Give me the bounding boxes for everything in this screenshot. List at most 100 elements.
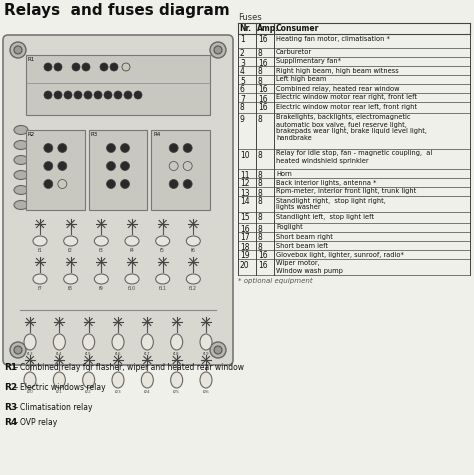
Text: Heating fan motor, climatisation *: Heating fan motor, climatisation *: [276, 36, 390, 41]
Ellipse shape: [155, 236, 170, 246]
Text: R3: R3: [4, 403, 17, 412]
Circle shape: [44, 91, 52, 99]
Ellipse shape: [94, 274, 109, 284]
Ellipse shape: [82, 334, 95, 350]
Text: f3: f3: [99, 248, 104, 253]
Ellipse shape: [14, 171, 28, 180]
Ellipse shape: [54, 334, 65, 350]
Text: f21: f21: [56, 390, 63, 394]
Text: –: –: [14, 403, 18, 412]
Text: Brakelights, backlights, electromagnetic
automatic box valve, fuel reserve light: Brakelights, backlights, electromagnetic…: [276, 114, 427, 142]
Ellipse shape: [82, 372, 95, 388]
Text: 8: 8: [258, 213, 263, 222]
Circle shape: [74, 91, 82, 99]
Text: 16: 16: [258, 104, 268, 113]
Ellipse shape: [171, 334, 182, 350]
Text: 8: 8: [258, 67, 263, 76]
Text: f2: f2: [68, 248, 73, 253]
Circle shape: [44, 63, 52, 71]
Ellipse shape: [125, 236, 139, 246]
Text: Horn: Horn: [276, 171, 292, 177]
Text: Short beam left: Short beam left: [276, 243, 328, 248]
Text: f5: f5: [160, 248, 165, 253]
Text: Electric window motor rear left, front right: Electric window motor rear left, front r…: [276, 104, 417, 110]
Text: 8: 8: [258, 234, 263, 243]
Text: * optional equipment: * optional equipment: [238, 278, 313, 284]
Circle shape: [183, 180, 192, 189]
Text: f25: f25: [173, 390, 180, 394]
Circle shape: [183, 162, 192, 171]
Ellipse shape: [14, 125, 28, 134]
Ellipse shape: [14, 155, 28, 164]
Circle shape: [107, 180, 116, 189]
Text: OVP relay: OVP relay: [20, 418, 57, 427]
Text: Glovebox light, lighter, sunroof, radio*: Glovebox light, lighter, sunroof, radio*: [276, 251, 404, 257]
Text: R4: R4: [153, 132, 161, 137]
Ellipse shape: [54, 372, 65, 388]
Text: Nr.: Nr.: [239, 24, 251, 33]
Text: 16: 16: [258, 260, 268, 269]
Text: Right high beam, high beam witness: Right high beam, high beam witness: [276, 67, 399, 74]
Text: 8: 8: [258, 114, 263, 124]
Text: 16: 16: [258, 95, 268, 104]
Text: f12: f12: [189, 286, 197, 291]
Circle shape: [44, 162, 53, 171]
Text: Foglight: Foglight: [276, 225, 303, 230]
Bar: [151, 130, 210, 210]
Text: 10: 10: [240, 151, 250, 160]
Circle shape: [107, 162, 116, 171]
Text: –: –: [14, 418, 18, 427]
Text: 8: 8: [258, 189, 263, 198]
Text: 16: 16: [258, 86, 268, 95]
Ellipse shape: [33, 274, 47, 284]
Text: f7: f7: [37, 286, 43, 291]
Ellipse shape: [186, 274, 201, 284]
Text: f23: f23: [115, 390, 121, 394]
Text: f1: f1: [37, 248, 43, 253]
Text: R1: R1: [4, 363, 17, 372]
Circle shape: [94, 91, 102, 99]
Text: 1: 1: [240, 36, 245, 45]
Text: 8: 8: [258, 180, 263, 189]
Ellipse shape: [64, 236, 78, 246]
Text: –: –: [14, 363, 18, 372]
Text: 16: 16: [258, 58, 268, 67]
Circle shape: [210, 342, 226, 358]
Circle shape: [14, 46, 22, 54]
Circle shape: [84, 91, 92, 99]
Text: 2: 2: [240, 49, 245, 58]
Text: Rpm-meter, interior front light, trunk light: Rpm-meter, interior front light, trunk l…: [276, 189, 416, 194]
Ellipse shape: [112, 372, 124, 388]
Text: 16: 16: [258, 36, 268, 45]
Text: 15: 15: [240, 213, 250, 222]
Text: Short beam right: Short beam right: [276, 234, 333, 239]
Circle shape: [44, 180, 53, 189]
Text: 8: 8: [258, 243, 263, 251]
Circle shape: [14, 346, 22, 354]
Text: Carburetor: Carburetor: [276, 49, 312, 56]
Text: Back interior lights, antenna *: Back interior lights, antenna *: [276, 180, 376, 186]
Text: 5: 5: [240, 76, 245, 86]
FancyBboxPatch shape: [3, 35, 233, 365]
Ellipse shape: [141, 372, 153, 388]
Circle shape: [107, 143, 116, 152]
Text: 8: 8: [258, 171, 263, 180]
Text: f15: f15: [85, 352, 92, 356]
Text: Consumer: Consumer: [276, 24, 319, 33]
Text: 17: 17: [240, 234, 250, 243]
Text: Relays  and fuses diagram: Relays and fuses diagram: [4, 3, 230, 18]
Ellipse shape: [200, 334, 212, 350]
Text: Combined relay for flasher, wiper and heated rear window: Combined relay for flasher, wiper and he…: [20, 363, 244, 372]
Circle shape: [58, 162, 67, 171]
Text: 9: 9: [240, 114, 245, 124]
Circle shape: [134, 91, 142, 99]
Ellipse shape: [171, 372, 182, 388]
Ellipse shape: [33, 236, 47, 246]
Text: f17: f17: [144, 352, 151, 356]
Text: f14: f14: [56, 352, 63, 356]
Text: 4: 4: [240, 67, 245, 76]
Text: f20: f20: [27, 390, 33, 394]
Circle shape: [169, 180, 178, 189]
Text: 8: 8: [258, 151, 263, 160]
Text: 8: 8: [258, 198, 263, 207]
